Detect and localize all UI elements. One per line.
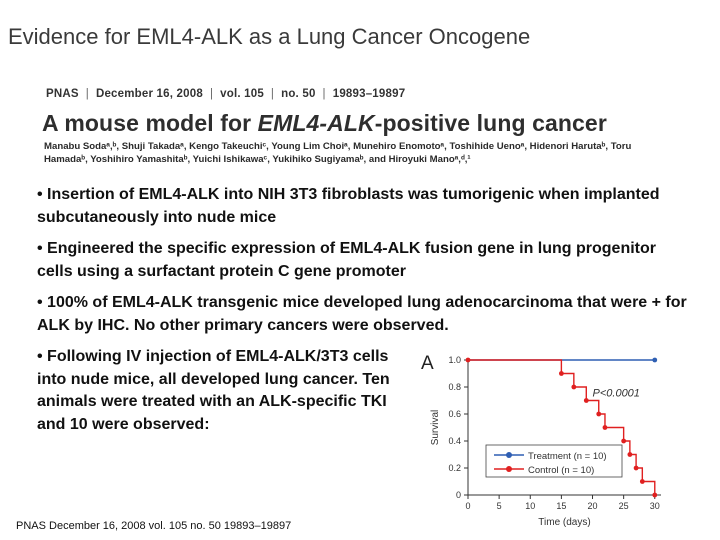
series-point	[621, 438, 627, 444]
x-axis-label: Time (days)	[538, 517, 590, 528]
legend-entry: Control (n = 10)	[528, 465, 594, 476]
series-point	[633, 465, 639, 471]
bullet-point: • 100% of EML4-ALK transgenic mice devel…	[37, 294, 687, 334]
x-tick-label: 0	[465, 501, 470, 511]
p-value-label: P<0.0001	[593, 387, 640, 399]
series-point	[558, 371, 564, 376]
bullet-point: • Insertion of EML4-ALK into NIH 3T3 fib…	[37, 186, 660, 226]
survival-chart: A 0 0.2 0.4 0.6 0.8 1.0 0 5 10 15 20 25 30 Survival…	[421, 353, 661, 528]
y-tick-label: 0.4	[448, 436, 461, 446]
bullet-point: • Engineered the specific expression of …	[37, 240, 656, 280]
y-tick-label: 0.2	[448, 463, 461, 473]
series-point	[596, 411, 602, 417]
legend-swatch-marker	[506, 452, 512, 458]
legend-entry: Treatment (n = 10)	[528, 451, 607, 462]
citation: PNAS December 16, 2008 vol. 105 no. 50 1…	[16, 520, 292, 532]
paper-title-prefix: A mouse model for	[42, 110, 258, 136]
series-point	[465, 357, 471, 363]
paper-header: PNAS | December 16, 2008 | vol. 105 | no. 50 | 1…	[42, 86, 642, 178]
series-point	[652, 357, 658, 363]
journal-issue: no. 50	[281, 88, 316, 100]
paper-title-suffix: -positive lung cancer	[374, 110, 607, 136]
y-tick-label: 0.6	[448, 409, 461, 419]
x-tick-label: 30	[650, 501, 660, 511]
bullet-point: • Following IV injection of EML4-ALK/3T3…	[37, 348, 390, 433]
y-tick-label: 0.8	[448, 382, 461, 392]
journal-date: December 16, 2008	[95, 88, 203, 100]
x-tick-label: 20	[588, 501, 598, 511]
paper-authors: Manabu Sodaᵃ,ᵇ, Shuji Takadaᵃ, Kengo Tak…	[44, 141, 632, 165]
series-point	[583, 398, 589, 403]
panel-label: A	[421, 353, 434, 374]
paper-title: A mouse model for EML4-ALK-positive lung…	[42, 110, 607, 137]
series-point	[571, 384, 577, 390]
series-point	[602, 425, 608, 430]
x-tick-label: 10	[525, 501, 535, 511]
y-tick-label: 1.0	[448, 355, 461, 365]
series-point	[652, 492, 658, 498]
x-tick-label: 25	[619, 501, 629, 511]
series-point	[639, 479, 645, 484]
journal-volume: vol. 105	[220, 88, 264, 100]
legend-swatch-marker	[506, 466, 512, 472]
journal-pages: 19893–19897	[332, 88, 406, 100]
x-tick-label: 5	[497, 501, 502, 511]
paper-title-italic: EML4-ALK	[257, 110, 375, 136]
journal-line: PNAS | December 16, 2008 | vol. 105 | no. 50 | 1…	[46, 88, 406, 100]
y-tick-label: 0	[456, 490, 461, 500]
slide-title: Evidence for EML4-ALK as a Lung Cancer O…	[8, 24, 531, 49]
legend: Treatment (n = 10) Control (n = 10)	[485, 444, 623, 478]
journal-name: PNAS	[46, 88, 79, 100]
series-point	[627, 452, 633, 457]
x-tick-label: 15	[556, 501, 566, 511]
y-axis-label: Survival	[430, 410, 441, 446]
